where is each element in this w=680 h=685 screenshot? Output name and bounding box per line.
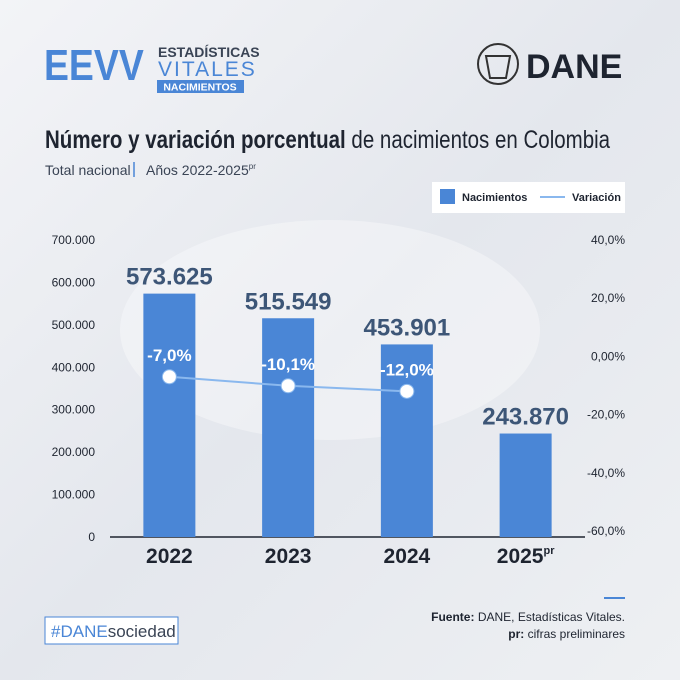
- legend: [432, 182, 625, 213]
- brand: DANE: [526, 48, 622, 86]
- y-tick-label: 600.000: [52, 275, 96, 289]
- note-text: cifras preliminares: [528, 627, 625, 641]
- bar: [262, 318, 315, 537]
- y-tick-label: 300.000: [52, 403, 96, 417]
- title-rest: de nacimientos en Colombia: [351, 125, 610, 153]
- x-tick-label: 2024: [384, 545, 431, 568]
- period: Años 2022-2025: [146, 162, 249, 178]
- hashtag-rest: sociedad: [108, 622, 176, 641]
- legend-swatch: [440, 189, 455, 204]
- category-note: pr: [543, 545, 555, 557]
- y-tick-label: 0: [88, 530, 95, 544]
- chart-title: Número y variación porcentual de nacimie…: [45, 125, 610, 153]
- y-tick-label: 500.000: [52, 318, 96, 332]
- line-value-label: -12,0%: [380, 360, 434, 379]
- subtitle: Total nacional: [45, 162, 131, 178]
- y2-tick-label: -20,0%: [587, 408, 625, 422]
- line-point: [161, 369, 177, 385]
- y2-tick-label: 40,0%: [591, 233, 625, 247]
- category: 2022: [146, 545, 193, 568]
- x-tick-label: 2025pr: [497, 545, 555, 568]
- line-point: [280, 378, 296, 394]
- bar: [380, 344, 433, 537]
- category: 2023: [265, 545, 312, 568]
- hashtag: #DANEsociedad: [51, 622, 176, 641]
- line-point: [399, 383, 415, 399]
- legend-label: Nacimientos: [462, 192, 527, 204]
- bar: [143, 293, 196, 537]
- hashtag-bold: #DANE: [51, 622, 108, 641]
- emblem-shield: [484, 55, 512, 79]
- y2-tick-label: -60,0%: [587, 524, 625, 538]
- y2-tick-label: -40,0%: [587, 466, 625, 480]
- logo-line3: NACIMIENTOS: [163, 82, 236, 94]
- bar-value-label: 515.549: [245, 288, 332, 315]
- legend-label: Variación: [572, 192, 621, 204]
- subtitle-period: Años 2022-2025pr: [146, 162, 256, 178]
- hashtag-box: [44, 616, 179, 645]
- y-tick-label: 100.000: [52, 488, 96, 502]
- source-text: DANE, Estadísticas Vitales.: [478, 610, 625, 624]
- note-label: pr:: [508, 627, 524, 641]
- y-tick-label: 400.000: [52, 360, 96, 374]
- note: pr: cifras preliminares: [508, 627, 625, 641]
- line-value-label: -10,1%: [261, 355, 315, 374]
- logo-badge: [157, 80, 244, 93]
- period-note: pr: [249, 162, 256, 171]
- x-tick-label: 2022: [146, 545, 193, 568]
- logo-line2: VITALES: [158, 58, 257, 81]
- logo-line1: ESTADÍSTICAS: [158, 44, 260, 60]
- bar-value-label: 573.625: [126, 264, 213, 291]
- category: 2025: [497, 545, 544, 568]
- bar-value-label: 453.901: [363, 314, 450, 341]
- photo-shade: [120, 220, 540, 440]
- source: Fuente: DANE, Estadísticas Vitales.: [431, 610, 625, 624]
- y2-tick-label: 0,00%: [591, 349, 625, 363]
- bar-value-label: 243.870: [482, 404, 569, 431]
- bar: [499, 433, 552, 537]
- y2-tick-label: 20,0%: [591, 291, 625, 305]
- category: 2024: [384, 545, 431, 568]
- emblem: [477, 43, 519, 85]
- source-label: Fuente:: [431, 610, 474, 624]
- y-tick-label: 200.000: [52, 445, 96, 459]
- title-bold: Número y variación porcentual: [45, 125, 346, 153]
- y-tick-label: 700.000: [52, 233, 96, 247]
- logo-acronym: EEVV: [44, 40, 144, 90]
- line-value-label: -7,0%: [147, 346, 191, 365]
- x-tick-label: 2023: [265, 545, 312, 568]
